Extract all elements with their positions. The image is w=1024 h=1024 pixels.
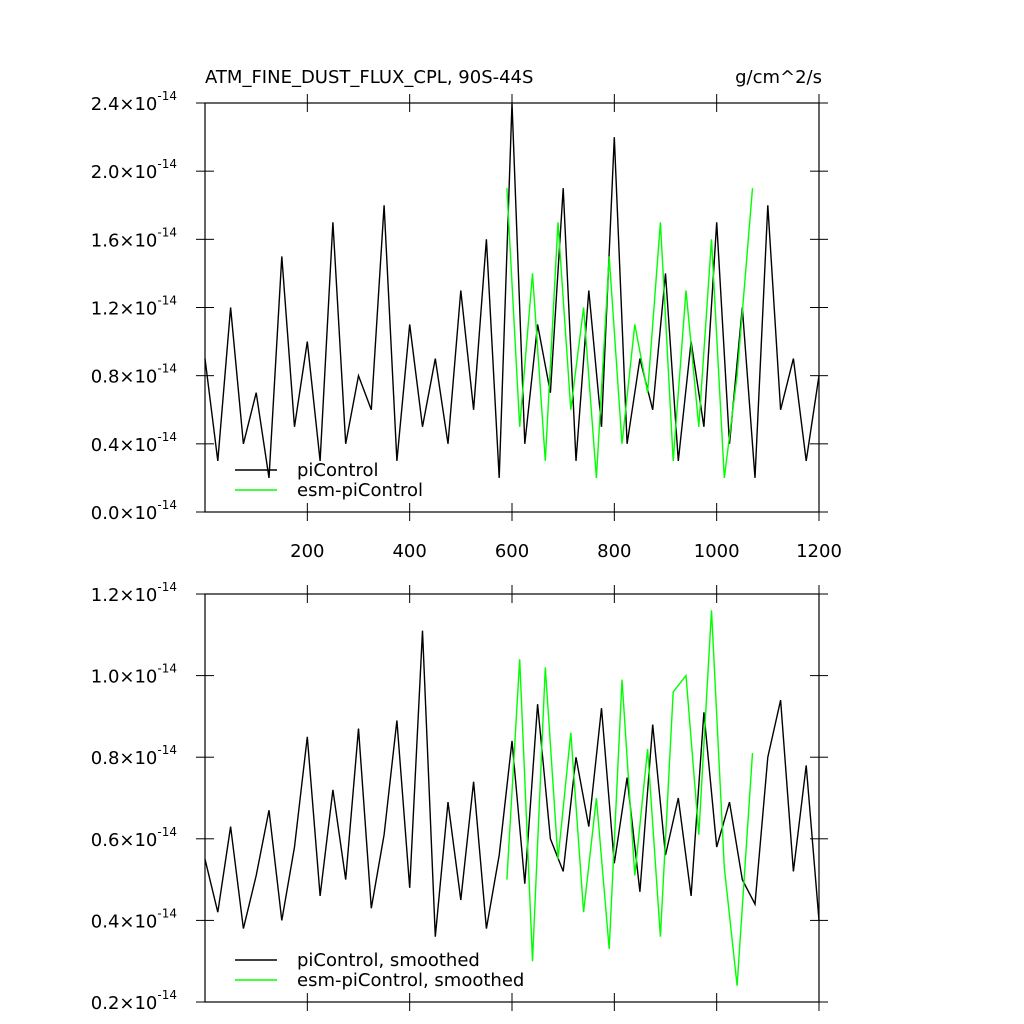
y-tick-label: 2.0×10-14	[91, 157, 177, 183]
y-tick-label: 0.2×10-14	[91, 988, 177, 1014]
x-tick-label: 600	[495, 541, 529, 562]
x-tick-label: 1000	[694, 541, 740, 562]
units-label: g/cm^2/s	[735, 67, 822, 88]
x-tick-label: 200	[290, 541, 324, 562]
y-tick-label: 0.8×10-14	[91, 362, 177, 388]
y-tick-label: 1.2×10-14	[91, 580, 177, 606]
y-tick-label: 0.6×10-14	[91, 825, 177, 851]
tick-exponent: -14	[157, 580, 177, 594]
tick-mantissa: 2.4×10	[91, 94, 158, 115]
legend-label: esm-piControl, smoothed	[297, 970, 524, 991]
tick-exponent: -14	[157, 362, 177, 376]
tick-exponent: -14	[157, 430, 177, 444]
tick-exponent: -14	[157, 225, 177, 239]
tick-mantissa: 0.8×10	[91, 367, 158, 388]
tick-mantissa: 0.6×10	[91, 830, 158, 851]
y-tick-label: 1.2×10-14	[91, 294, 177, 320]
x-tick-label: 1200	[796, 541, 842, 562]
y-tick-label: 0.8×10-14	[91, 743, 177, 769]
series-line	[506, 188, 754, 478]
legend-label: esm-piControl	[297, 480, 423, 501]
y-tick-label: 0.4×10-14	[91, 906, 177, 932]
chart-title: ATM_FINE_DUST_FLUX_CPL, 90S-44S	[205, 67, 533, 88]
legend-label: piControl	[297, 460, 379, 481]
x-tick-label: 800	[597, 541, 631, 562]
x-tick-label: 400	[392, 541, 426, 562]
tick-mantissa: 1.2×10	[91, 585, 158, 606]
tick-mantissa: 0.0×10	[91, 503, 158, 524]
tick-mantissa: 1.2×10	[91, 299, 158, 320]
y-tick-label: 0.0×10-14	[91, 498, 177, 524]
y-tick-label: 2.4×10-14	[91, 89, 177, 115]
tick-mantissa: 0.2×10	[91, 993, 158, 1014]
y-tick-label: 1.6×10-14	[91, 225, 177, 251]
tick-exponent: -14	[157, 662, 177, 676]
tick-exponent: -14	[157, 157, 177, 171]
tick-exponent: -14	[157, 294, 177, 308]
tick-mantissa: 0.4×10	[91, 435, 158, 456]
tick-mantissa: 2.0×10	[91, 162, 158, 183]
series-line	[204, 102, 820, 479]
tick-exponent: -14	[157, 89, 177, 103]
tick-mantissa: 1.0×10	[91, 667, 158, 688]
y-tick-label: 1.0×10-14	[91, 662, 177, 688]
tick-exponent: -14	[157, 906, 177, 920]
tick-exponent: -14	[157, 743, 177, 757]
series-line	[506, 610, 754, 986]
tick-exponent: -14	[157, 825, 177, 839]
tick-mantissa: 0.8×10	[91, 748, 158, 769]
tick-exponent: -14	[157, 498, 177, 512]
tick-mantissa: 1.6×10	[91, 230, 158, 251]
series-line	[204, 630, 820, 937]
tick-exponent: -14	[157, 988, 177, 1002]
legend-label: piControl, smoothed	[297, 950, 480, 971]
tick-mantissa: 0.4×10	[91, 911, 158, 932]
plot-frame	[204, 102, 820, 513]
y-tick-label: 0.4×10-14	[91, 430, 177, 456]
